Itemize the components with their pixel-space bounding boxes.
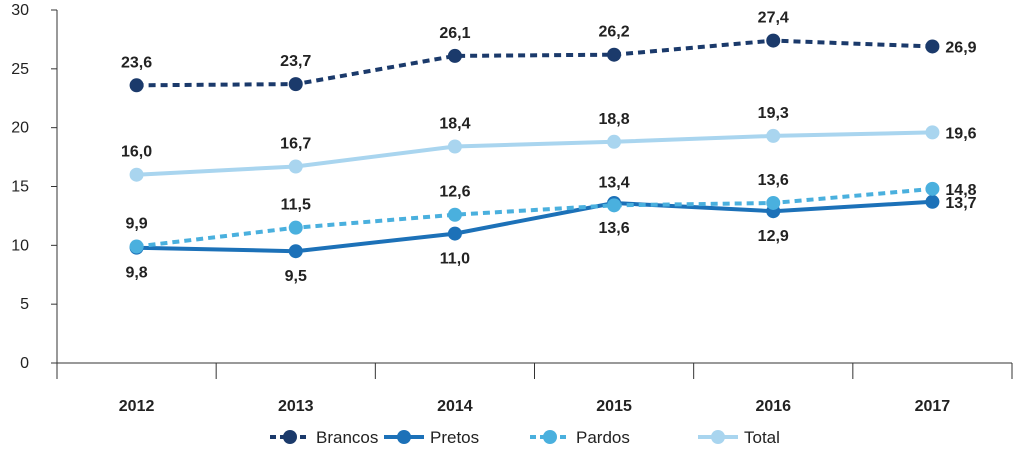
data-label: 13,4 <box>599 174 630 191</box>
data-label: 18,4 <box>439 115 470 132</box>
data-label: 14,8 <box>945 182 976 199</box>
data-label: 27,4 <box>758 10 789 27</box>
data-point <box>607 134 622 149</box>
data-point <box>288 77 303 92</box>
legend-label-total: Total <box>744 428 780 447</box>
legend-marker-pretos <box>397 430 411 444</box>
data-point <box>925 125 940 140</box>
data-point <box>129 167 144 182</box>
data-label: 12,9 <box>758 228 789 245</box>
series-line-total <box>136 130 933 177</box>
x-tick-label: 2017 <box>915 398 951 415</box>
legend-label-pardos: Pardos <box>576 428 630 447</box>
data-label: 13,7 <box>945 195 976 212</box>
data-point <box>447 139 462 154</box>
data-point <box>447 207 462 222</box>
data-point <box>288 159 303 174</box>
series-points <box>129 33 940 259</box>
data-label: 26,2 <box>599 24 630 41</box>
data-point <box>129 78 144 93</box>
y-tick-label: 0 <box>20 355 29 372</box>
data-label: 9,9 <box>125 216 147 233</box>
y-tick-label: 25 <box>11 61 29 78</box>
data-label: 13,6 <box>599 220 630 237</box>
data-point <box>766 195 781 210</box>
data-labels: 23,6 23,7 26,1 26,2 27,4 26,9 9,8 9,5 11,0 13,6 12… <box>121 10 977 286</box>
data-label: 9,8 <box>125 265 147 282</box>
legend-marker-brancos <box>283 430 297 444</box>
y-tick-label: 10 <box>11 237 29 254</box>
series-line-brancos <box>136 38 933 88</box>
data-label: 11,0 <box>440 251 470 268</box>
data-label: 23,6 <box>121 54 152 71</box>
data-label: 16,0 <box>121 144 152 161</box>
legend-label-pretos: Pretos <box>430 428 479 447</box>
data-point <box>288 244 303 259</box>
data-point <box>925 181 940 196</box>
data-label: 16,7 <box>280 135 311 152</box>
data-point <box>447 226 462 241</box>
data-label: 18,8 <box>599 111 630 128</box>
x-tick-label: 2013 <box>278 398 314 415</box>
legend-marker-pardos <box>543 430 557 444</box>
x-tick-label: 2015 <box>596 398 632 415</box>
data-point <box>766 33 781 48</box>
chart-axes: 0 5 10 15 20 25 30 2012 2013 2014 2015 2016 2017 <box>11 2 1013 415</box>
data-label: 19,3 <box>758 105 789 122</box>
y-tick-label: 30 <box>11 2 29 19</box>
data-point <box>925 39 940 54</box>
data-label: 23,7 <box>280 53 311 70</box>
data-label: 26,1 <box>439 25 470 42</box>
data-label: 12,6 <box>439 184 470 201</box>
x-tick-label: 2012 <box>119 398 155 415</box>
data-label: 19,6 <box>945 125 976 142</box>
data-label: 9,5 <box>285 268 307 285</box>
data-label: 13,6 <box>758 172 789 189</box>
data-point <box>925 194 940 209</box>
x-tick-label: 2014 <box>437 398 473 415</box>
series-line-pardos <box>136 186 933 249</box>
data-point <box>766 128 781 143</box>
series-line-pretos <box>136 199 933 254</box>
data-label: 26,9 <box>945 39 976 56</box>
data-label: 11,5 <box>281 197 311 214</box>
data-point <box>607 198 622 213</box>
chart-legend: Brancos Pretos Pardos Total <box>270 428 780 447</box>
data-point <box>447 48 462 63</box>
data-point <box>607 47 622 62</box>
data-point <box>129 239 144 254</box>
y-tick-label: 20 <box>11 120 29 137</box>
y-tick-label: 15 <box>11 179 29 196</box>
legend-marker-total <box>711 430 725 444</box>
legend-label-brancos: Brancos <box>316 428 378 447</box>
y-tick-label: 5 <box>20 296 29 313</box>
series-lines <box>136 38 933 254</box>
data-point <box>288 220 303 235</box>
x-tick-label: 2016 <box>755 398 791 415</box>
